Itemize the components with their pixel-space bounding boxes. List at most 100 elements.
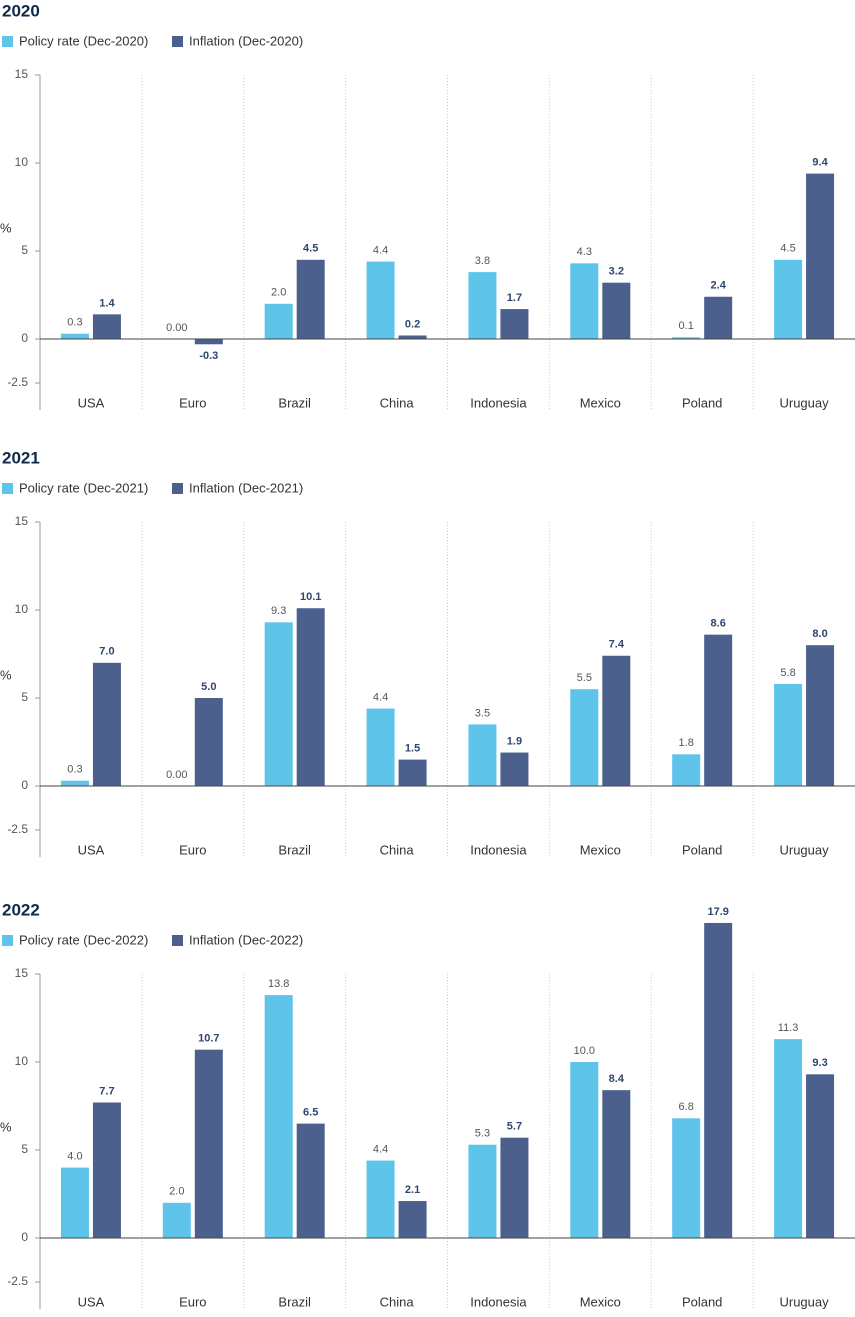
- value-label: 8.4: [609, 1073, 625, 1085]
- value-label: 3.8: [475, 255, 490, 267]
- y-tick-label: 15: [15, 67, 29, 81]
- bar: [60, 1167, 89, 1238]
- y-tick-label: -2.5: [7, 375, 28, 389]
- value-label: 8.6: [711, 618, 726, 630]
- bar: [296, 608, 325, 786]
- bar: [264, 303, 293, 339]
- value-label: 10.1: [300, 591, 321, 603]
- value-label: 9.4: [812, 156, 828, 168]
- bar: [366, 1160, 395, 1238]
- bar: [92, 314, 121, 339]
- bar: [398, 335, 427, 339]
- x-tick-label: China: [380, 1294, 415, 1309]
- x-tick-label: Brazil: [278, 842, 311, 857]
- bar: [194, 1049, 223, 1238]
- bar: [366, 261, 395, 339]
- y-axis-label: %: [0, 220, 12, 235]
- legend-label: Policy rate (Dec-2021): [19, 480, 148, 495]
- bar: [704, 634, 733, 786]
- x-tick-label: Euro: [179, 1294, 206, 1309]
- value-label: 0.3: [67, 317, 82, 329]
- bar: [602, 655, 631, 786]
- bar: [366, 708, 395, 786]
- bar: [264, 995, 293, 1238]
- value-label: 13.8: [268, 978, 289, 990]
- bar: [602, 282, 631, 339]
- chart: 2020 Policy rate (Dec-2020) Inflation (Dec…: [0, 1, 855, 410]
- bar: [60, 333, 89, 339]
- value-label: 5.8: [780, 667, 795, 679]
- value-label: 1.4: [99, 297, 115, 309]
- bar: [806, 645, 835, 786]
- value-label: 10.0: [574, 1045, 595, 1057]
- bar: [774, 259, 803, 339]
- bar: [570, 689, 599, 786]
- value-label: 7.0: [99, 646, 114, 658]
- legend-swatch: [2, 935, 13, 946]
- x-tick-label: USA: [78, 1294, 105, 1309]
- y-tick-label: 5: [21, 1142, 28, 1156]
- bar: [806, 173, 835, 339]
- bar: [92, 1102, 121, 1238]
- x-tick-label: Indonesia: [470, 842, 527, 857]
- y-tick-label: -2.5: [7, 822, 28, 836]
- value-label: 5.3: [475, 1128, 490, 1140]
- bar: [60, 780, 89, 786]
- chart: 2022 Policy rate (Dec-2022) Inflation (Dec…: [0, 900, 855, 1309]
- value-label: 0.00: [166, 769, 187, 781]
- legend-swatch: [172, 483, 183, 494]
- bar: [500, 1137, 529, 1238]
- chart: 2021 Policy rate (Dec-2021) Inflation (Dec…: [0, 448, 855, 857]
- y-axis-label: %: [0, 1119, 12, 1134]
- x-tick-label: USA: [78, 842, 105, 857]
- y-tick-label: 15: [15, 514, 29, 528]
- x-tick-label: Uruguay: [779, 842, 829, 857]
- legend-label: Inflation (Dec-2021): [189, 480, 303, 495]
- value-label: 2.0: [169, 1186, 184, 1198]
- legend-swatch: [2, 36, 13, 47]
- value-label: 5.5: [577, 672, 592, 684]
- bar: [806, 1074, 835, 1238]
- x-tick-label: Mexico: [580, 842, 621, 857]
- value-label: 4.4: [373, 1143, 388, 1155]
- x-tick-label: Indonesia: [470, 1294, 527, 1309]
- value-label: 5.0: [201, 681, 216, 693]
- value-label: 0.00: [166, 322, 187, 334]
- value-label: 0.2: [405, 318, 420, 330]
- bar: [194, 698, 223, 786]
- value-label: 9.3: [271, 605, 286, 617]
- bar: [500, 309, 529, 339]
- x-tick-label: Uruguay: [779, 395, 829, 410]
- y-axis-label: %: [0, 667, 12, 682]
- y-tick-label: 10: [15, 155, 29, 169]
- bar: [398, 759, 427, 786]
- value-label: 8.0: [812, 628, 827, 640]
- chart-title: 2020: [2, 1, 40, 20]
- bar: [774, 683, 803, 786]
- bar: [92, 662, 121, 786]
- value-label: 4.4: [373, 691, 388, 703]
- x-tick-label: China: [380, 842, 415, 857]
- bar: [468, 1144, 497, 1238]
- value-label: 17.9: [707, 906, 728, 918]
- value-label: -0.3: [199, 350, 218, 362]
- legend-swatch: [172, 935, 183, 946]
- value-label: 3.5: [475, 707, 490, 719]
- chart-title: 2021: [2, 448, 40, 467]
- x-tick-label: China: [380, 395, 415, 410]
- bar: [704, 296, 733, 339]
- value-label: 1.8: [679, 737, 694, 749]
- bar: [468, 272, 497, 339]
- y-tick-label: 0: [21, 331, 28, 345]
- value-label: 4.5: [303, 243, 318, 255]
- bar: [296, 259, 325, 339]
- bar: [602, 1090, 631, 1238]
- value-label: 0.3: [67, 764, 82, 776]
- y-tick-label: 10: [15, 602, 29, 616]
- bar: [194, 339, 223, 345]
- value-label: 2.1: [405, 1184, 420, 1196]
- bar: [704, 922, 733, 1238]
- value-label: 9.3: [812, 1057, 827, 1069]
- y-tick-label: -2.5: [7, 1274, 28, 1288]
